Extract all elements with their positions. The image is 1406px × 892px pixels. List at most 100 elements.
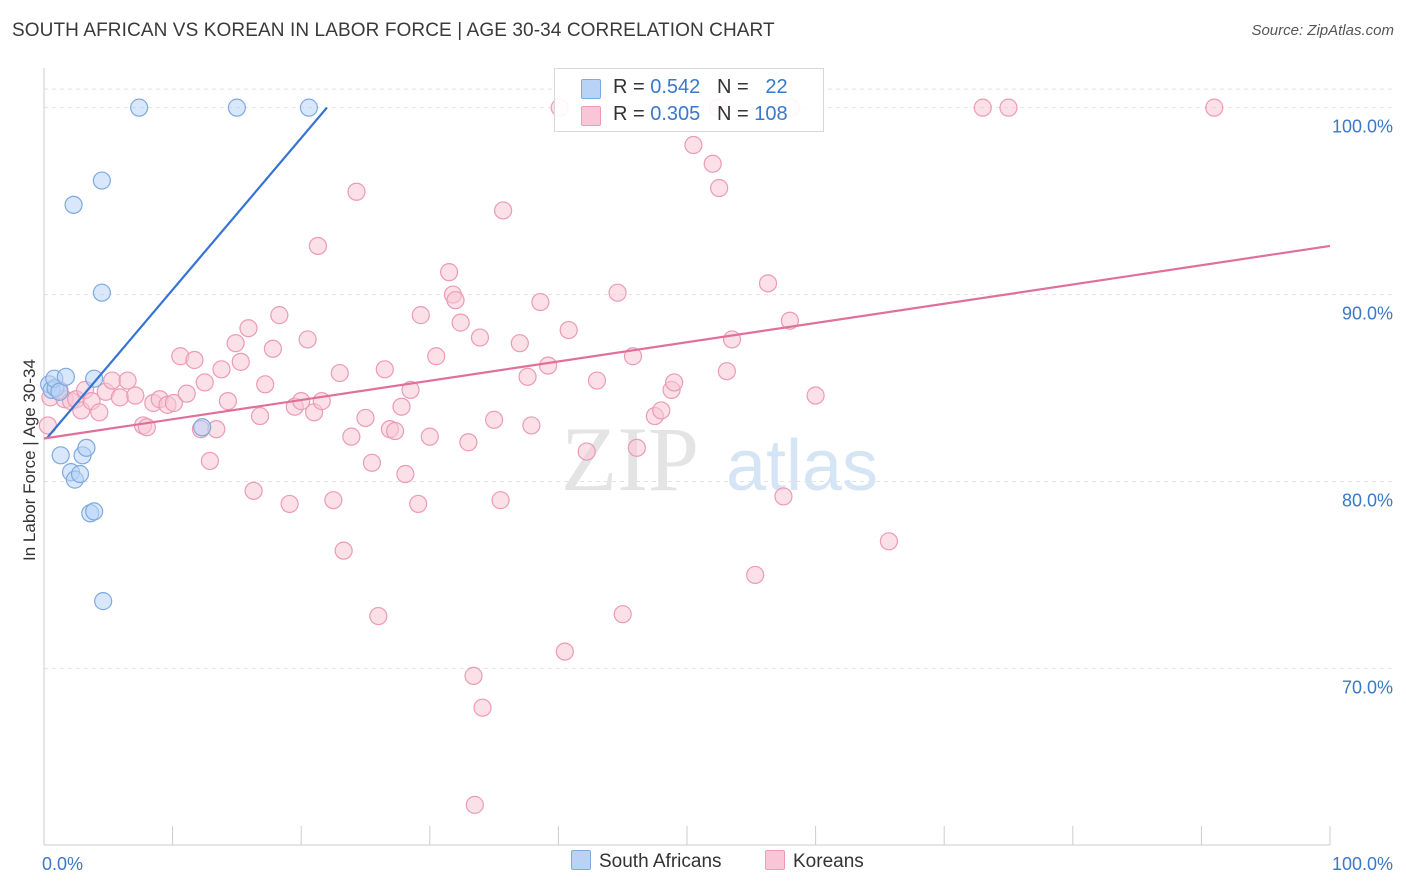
legend-swatch-koreans [765,850,785,870]
watermark-atlas: atlas [726,426,878,506]
point-koreans [200,451,219,471]
n-value-koreans: 108 [754,103,788,125]
point-koreans [244,481,263,500]
point-koreans [758,274,778,293]
point-koreans [973,98,992,117]
point-koreans [177,384,196,403]
point-koreans [263,339,283,358]
legend-row-koreans: R = 0.305 N = 108 [555,101,823,129]
point-koreans [118,371,137,390]
legend-row-south-africans: R = 0.542 N = 22 [555,74,823,102]
trend-line-koreans [43,244,1331,440]
point-koreans [665,373,684,392]
point-south-africans [85,502,104,521]
point-koreans [652,401,671,420]
point-koreans [226,334,245,353]
point-south-africans [51,446,70,465]
point-koreans [522,416,541,435]
grid-lines [44,88,1392,669]
point-south-africans [130,98,149,117]
point-koreans [465,795,484,814]
point-koreans [298,330,317,349]
point-koreans [531,292,550,312]
chart-title: SOUTH AFRICAN VS KOREAN IN LABOR FORCE |… [12,20,775,41]
y-tick-label: 80.0% [1342,490,1393,510]
point-koreans [250,406,270,426]
r-label: R = [613,76,645,98]
y-tick-label: 70.0% [1342,677,1393,697]
point-koreans [411,306,430,325]
legend-swatch-koreans [581,106,601,126]
point-koreans [473,698,492,717]
n-label: N = [716,103,749,125]
point-koreans [324,491,343,510]
point-south-africans [56,367,75,386]
x-tick-label-min: 0.0% [42,854,83,874]
point-koreans [587,371,607,390]
point-koreans [717,362,736,381]
point-koreans [362,453,382,472]
legend-label-koreans: Koreans [793,851,864,872]
point-koreans [308,236,328,256]
point-koreans [347,182,366,201]
point-koreans [231,352,250,371]
y-axis-label: In Labor Force | Age 30-34 [20,359,39,561]
point-south-africans [227,98,246,117]
r-value-koreans: 0.305 [650,103,701,125]
point-koreans [212,360,231,379]
tick-labels: 70.0% 80.0% 90.0% 100.0% 0.0% 100.0% [42,117,1393,874]
point-koreans [439,263,459,282]
y-tick-label: 100.0% [1332,117,1393,137]
point-koreans [342,427,361,446]
point-south-africans [92,283,111,302]
n-label: N = [716,76,749,98]
point-koreans [427,347,446,366]
correlation-legend: R = 0.542 N = 22 R = 0.305 N = 108 [554,68,824,132]
y-tick-label: 90.0% [1342,304,1393,324]
point-koreans [999,98,1018,117]
point-koreans [555,642,574,661]
point-koreans [518,367,537,386]
point-koreans [879,532,899,551]
point-koreans [774,487,793,506]
point-koreans [446,291,465,310]
point-koreans [103,371,122,390]
point-koreans [330,363,349,383]
point-south-africans [50,382,69,401]
point-koreans [239,319,258,338]
point-koreans [746,565,765,585]
point-koreans [164,393,183,413]
point-koreans [539,356,558,375]
r-label: R = [613,103,645,125]
legend-item-koreans: Koreans [765,850,864,873]
point-koreans [256,375,275,394]
point-koreans [420,427,439,446]
point-koreans [780,311,799,330]
point-koreans [126,386,145,405]
point-koreans [195,373,214,392]
point-koreans [280,494,299,514]
point-koreans [385,421,405,441]
watermark: ZIP atlas [561,408,878,510]
n-value-south-africans: 22 [765,76,788,98]
point-koreans [608,283,627,302]
r-value-south-africans: 0.542 [650,76,701,98]
point-koreans [401,380,420,399]
point-koreans [375,360,394,379]
point-koreans [613,605,632,624]
point-koreans [459,433,478,452]
legend-swatch-south-africans [581,79,601,99]
x-tick-label-max: 100.0% [1332,854,1393,874]
legend-label-south-africans: South Africans [599,851,722,872]
point-koreans [356,408,375,428]
legend-swatch-south-africans [571,850,591,870]
point-koreans [491,491,510,510]
point-koreans [334,541,353,560]
point-koreans [218,392,237,411]
point-koreans [392,397,411,416]
source-label: Source: ZipAtlas.com [1251,22,1394,39]
point-koreans [722,330,742,349]
point-south-africans [77,438,96,457]
point-koreans [464,666,483,685]
